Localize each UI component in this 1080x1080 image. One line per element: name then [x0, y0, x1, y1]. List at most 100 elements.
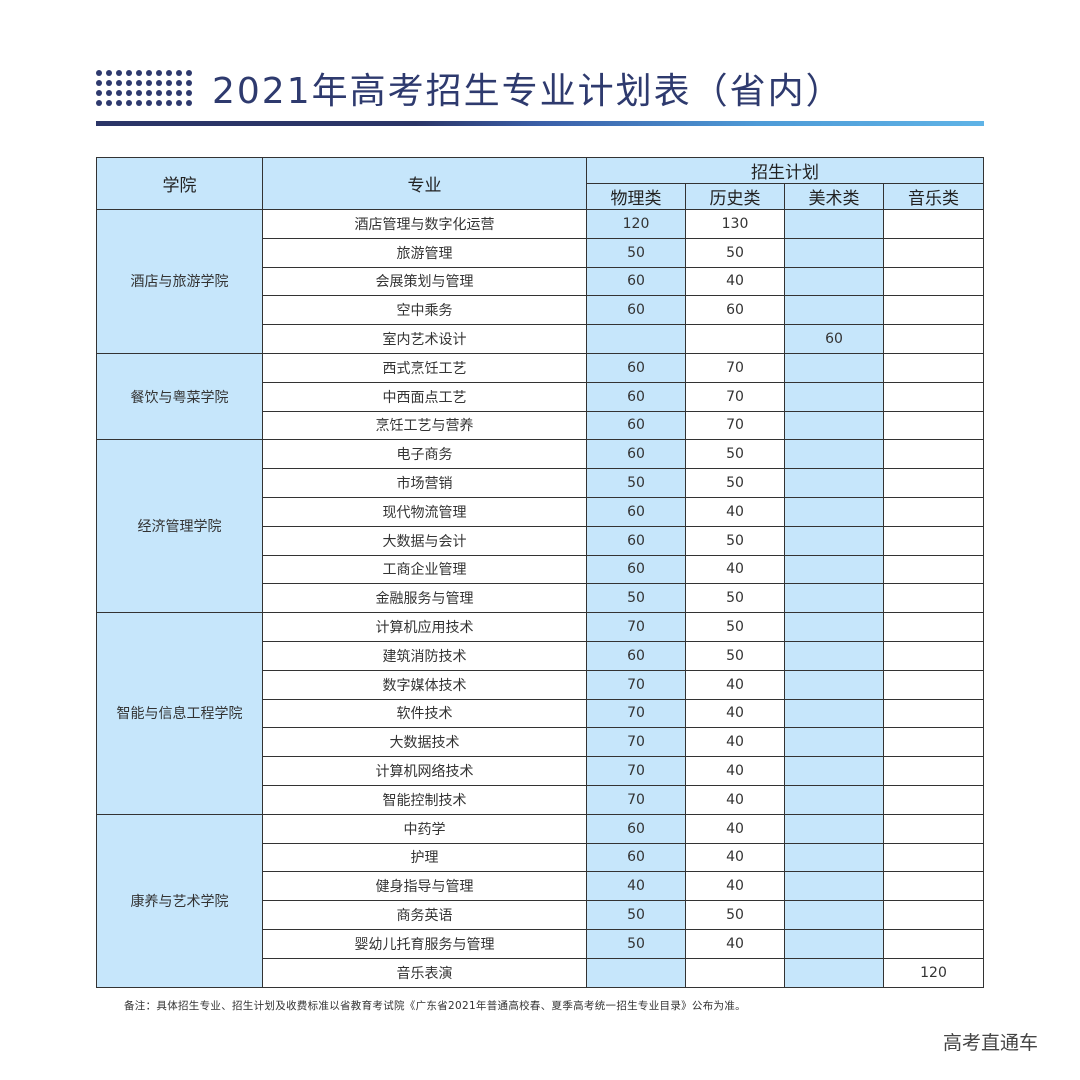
dot-icon	[166, 70, 172, 76]
major-cell: 智能控制技术	[262, 784, 587, 815]
history-quota-cell	[685, 957, 785, 988]
dot-icon	[156, 80, 162, 86]
art-quota-cell	[784, 871, 884, 902]
dot-icon	[176, 70, 182, 76]
history-quota-cell: 40	[685, 784, 785, 815]
header-history: 历史类	[685, 183, 785, 210]
art-quota-cell	[784, 295, 884, 326]
table-row: 数字媒体技术 70 40	[97, 669, 984, 700]
art-quota-cell	[784, 410, 884, 441]
physics-quota-cell: 60	[586, 295, 686, 326]
physics-quota-cell: 60	[586, 813, 686, 844]
major-cell: 金融服务与管理	[262, 583, 587, 614]
music-quota-cell	[883, 266, 984, 297]
dot-icon	[146, 80, 152, 86]
major-cell: 护理	[262, 842, 587, 873]
art-quota-cell	[784, 496, 884, 527]
major-cell: 音乐表演	[262, 957, 587, 988]
college-cell: 智能与信息工程学院	[96, 612, 263, 815]
header-plan: 招生计划	[586, 157, 984, 184]
history-quota-cell: 50	[685, 900, 785, 930]
dot-icon	[116, 90, 122, 96]
major-cell: 软件技术	[262, 698, 587, 729]
dot-icon	[166, 80, 172, 86]
art-quota-cell	[784, 209, 884, 239]
watermark: 高考直通车	[943, 1032, 1039, 1054]
music-quota-cell	[883, 324, 984, 354]
physics-quota-cell: 70	[586, 784, 686, 815]
physics-quota-cell: 60	[586, 381, 686, 412]
major-cell: 烹饪工艺与营养	[262, 410, 587, 441]
enrollment-plan-table: 学院 专业 招生计划 物理类 历史类 美术类 音乐类 酒店与旅游学院 酒店管理与数…	[96, 157, 984, 988]
header-college: 学院	[96, 157, 263, 210]
music-quota-cell: 120	[883, 957, 984, 988]
table-row: 软件技术 70 40	[97, 698, 984, 729]
major-cell: 中药学	[262, 813, 587, 844]
physics-quota-cell	[586, 957, 686, 988]
art-quota-cell	[784, 525, 884, 556]
art-quota-cell	[784, 468, 884, 498]
music-quota-cell	[883, 410, 984, 441]
history-quota-cell: 50	[685, 612, 785, 642]
physics-quota-cell: 50	[586, 468, 686, 498]
history-quota-cell: 50	[685, 640, 785, 671]
dot-icon	[126, 100, 132, 106]
header-music: 音乐类	[883, 183, 984, 210]
dot-icon	[166, 100, 172, 106]
college-cell: 经济管理学院	[96, 439, 263, 614]
physics-quota-cell: 120	[586, 209, 686, 239]
major-cell: 婴幼儿托育服务与管理	[262, 928, 587, 959]
physics-quota-cell: 70	[586, 727, 686, 758]
art-quota-cell	[784, 612, 884, 642]
physics-quota-cell: 70	[586, 756, 686, 786]
major-cell: 会展策划与管理	[262, 266, 587, 297]
history-quota-cell: 50	[685, 583, 785, 614]
art-quota-cell	[784, 669, 884, 700]
art-quota-cell	[784, 784, 884, 815]
history-quota-cell: 40	[685, 554, 785, 585]
college-cell: 酒店与旅游学院	[96, 209, 263, 354]
dot-icon	[106, 100, 112, 106]
table-row: 工商企业管理 60 40	[97, 554, 984, 585]
art-quota-cell	[784, 756, 884, 786]
dot-icon	[116, 100, 122, 106]
history-quota-cell: 70	[685, 410, 785, 441]
major-cell: 健身指导与管理	[262, 871, 587, 902]
major-cell: 室内艺术设计	[262, 324, 587, 354]
dot-icon	[176, 90, 182, 96]
table-row: 商务英语 50 50	[97, 900, 984, 930]
table-row: 酒店与旅游学院 酒店管理与数字化运营 120 130	[96, 209, 984, 354]
major-cell: 西式烹饪工艺	[262, 352, 587, 383]
table-row: 护理 60 40	[97, 842, 984, 873]
art-quota-cell	[784, 957, 884, 988]
dot-icon	[146, 100, 152, 106]
history-quota-cell	[685, 324, 785, 354]
table-row: 空中乘务 60 60	[97, 295, 984, 326]
music-quota-cell	[883, 525, 984, 556]
dot-icon	[136, 80, 142, 86]
header-physics: 物理类	[586, 183, 686, 210]
table-row: 会展策划与管理 60 40	[97, 266, 984, 297]
history-quota-cell: 40	[685, 669, 785, 700]
music-quota-cell	[883, 554, 984, 585]
major-cell: 大数据技术	[262, 727, 587, 758]
art-quota-cell	[784, 698, 884, 729]
dot-icon	[186, 100, 192, 106]
major-cell: 旅游管理	[262, 237, 587, 268]
physics-quota-cell: 60	[586, 554, 686, 585]
physics-quota-cell: 60	[586, 352, 686, 383]
music-quota-cell	[883, 295, 984, 326]
music-quota-cell	[883, 698, 984, 729]
history-quota-cell: 40	[685, 496, 785, 527]
art-quota-cell	[784, 266, 884, 297]
table-row: 旅游管理 50 50	[97, 237, 984, 268]
music-quota-cell	[883, 784, 984, 815]
music-quota-cell	[883, 842, 984, 873]
history-quota-cell: 60	[685, 295, 785, 326]
major-cell: 大数据与会计	[262, 525, 587, 556]
dot-icon	[176, 80, 182, 86]
dot-icon	[156, 70, 162, 76]
physics-quota-cell: 60	[586, 842, 686, 873]
dot-icon	[136, 70, 142, 76]
title-underline	[96, 121, 984, 126]
